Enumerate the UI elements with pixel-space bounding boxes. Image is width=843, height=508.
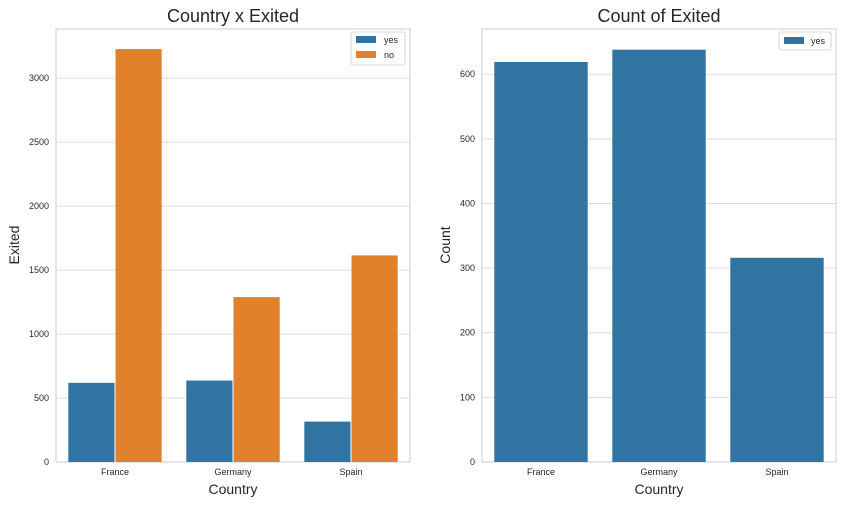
legend-frame <box>778 31 832 51</box>
bar-yes-france <box>68 382 115 462</box>
y-tick-labels: 0 100 200 300 400 500 600 <box>460 69 475 467</box>
legend-swatch-no <box>356 51 376 58</box>
bar-no-spain <box>351 255 398 462</box>
x-tick-label: Spain <box>339 467 362 477</box>
x-tick-labels: France Germany Spain <box>101 467 363 477</box>
y-tick-label: 400 <box>460 198 475 208</box>
legend-label-yes: yes <box>811 36 826 46</box>
y-tick-label: 100 <box>460 392 475 402</box>
legend-label-yes: yes <box>384 35 399 45</box>
y-tick-label: 0 <box>44 457 49 467</box>
y-tick-label: 600 <box>460 69 475 79</box>
grid-lines <box>56 77 410 399</box>
x-tick-labels: France Germany Spain <box>527 467 789 477</box>
bars <box>494 49 824 462</box>
y-tick-label: 1500 <box>29 265 49 275</box>
x-axis-label: Country <box>208 481 257 497</box>
bar-no-germany <box>233 297 280 462</box>
y-tick-label: 200 <box>460 328 475 338</box>
bar-yes-germany <box>612 49 706 462</box>
bar-yes-germany <box>186 380 233 462</box>
y-axis-label: Count <box>437 226 453 263</box>
bar-yes-spain <box>304 421 351 462</box>
y-tick-label: 1000 <box>29 329 49 339</box>
bar-no-france <box>115 49 162 463</box>
y-tick-label: 0 <box>470 457 475 467</box>
x-tick-label: Germany <box>640 467 678 477</box>
chart-title: Country x Exited <box>167 6 299 26</box>
y-tick-label: 500 <box>34 393 49 403</box>
chart-title: Count of Exited <box>597 6 720 26</box>
chart-country-x-exited: 0 500 1000 1500 2000 2500 3000 France Germany Sp… <box>6 6 411 497</box>
y-tick-label: 300 <box>460 263 475 273</box>
legend-label-no: no <box>384 50 394 60</box>
x-tick-label: France <box>101 467 129 477</box>
x-tick-label: Spain <box>765 467 788 477</box>
x-axis-label: Country <box>634 481 683 497</box>
plot-area <box>55 28 411 463</box>
y-tick-labels: 0 500 1000 1500 2000 2500 3000 <box>29 73 49 467</box>
y-axis-label: Exited <box>6 226 22 265</box>
bar-yes-spain <box>730 257 824 462</box>
legend: yes no <box>350 31 406 66</box>
legend-swatch-yes <box>356 36 376 43</box>
bar-yes-france <box>494 61 588 462</box>
legend: yes <box>778 31 832 51</box>
legend-swatch-yes <box>784 37 804 44</box>
x-tick-label: Germany <box>214 467 252 477</box>
y-tick-label: 3000 <box>29 73 49 83</box>
x-tick-label: France <box>527 467 555 477</box>
chart-count-of-exited: 0 100 200 300 400 500 600 France Germany Spain C… <box>437 6 837 497</box>
y-tick-label: 2000 <box>29 201 49 211</box>
bars <box>68 49 398 463</box>
y-tick-label: 2500 <box>29 137 49 147</box>
y-tick-label: 500 <box>460 134 475 144</box>
